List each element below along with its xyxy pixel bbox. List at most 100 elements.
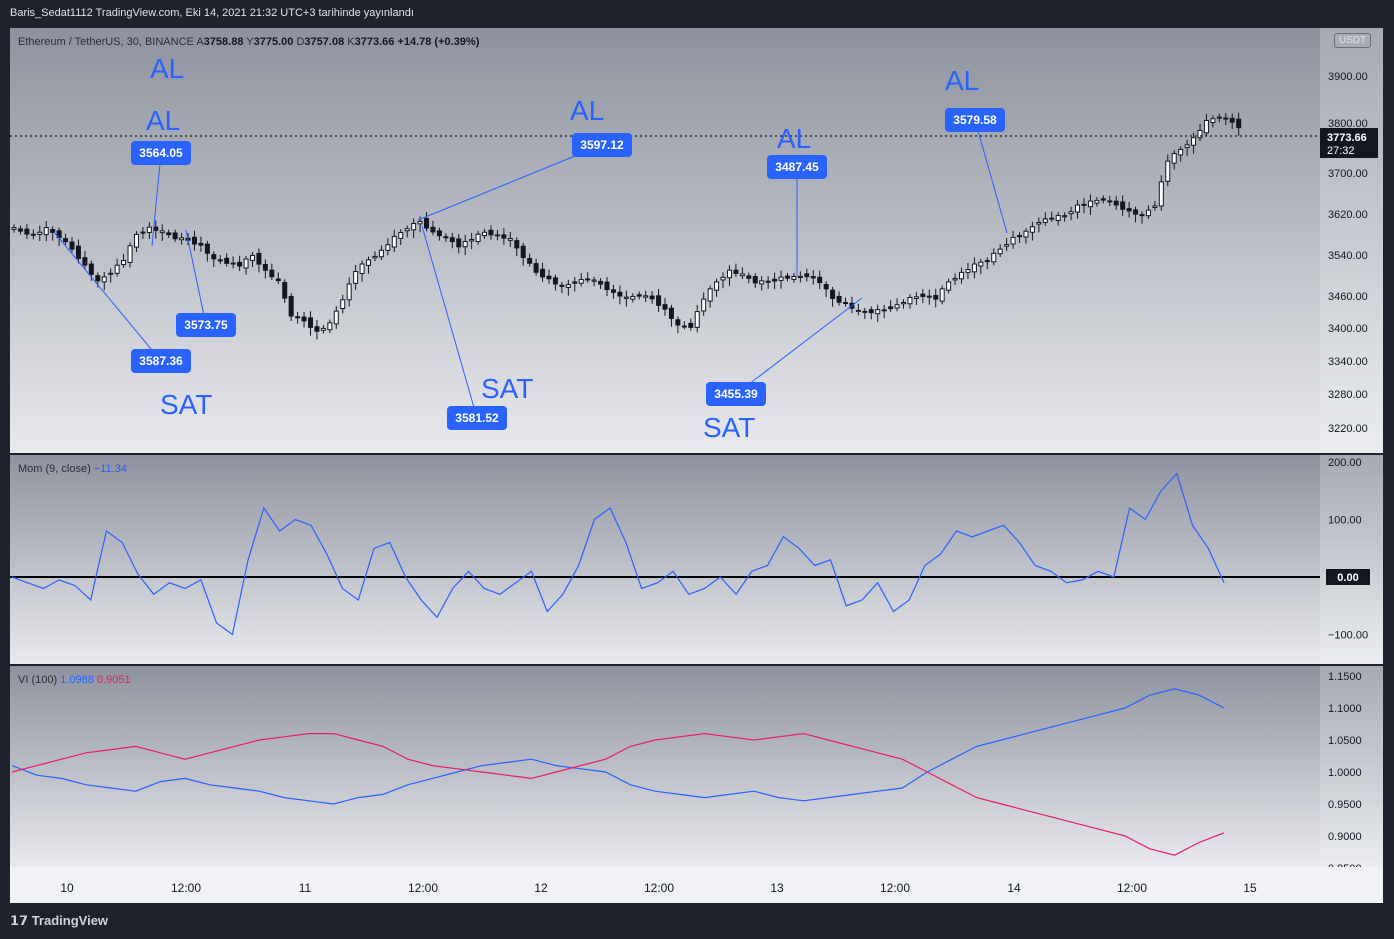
candle-body (746, 275, 752, 279)
candle-body (984, 260, 990, 263)
candle-body (572, 281, 578, 284)
signal-word: SAT (481, 373, 533, 404)
price-legend: Ethereum / TetherUS, 30, BINANCE A3758.8… (18, 36, 479, 48)
pane-separator[interactable] (10, 453, 1383, 455)
candle-body (842, 302, 848, 305)
time-tick-label: 12:00 (407, 881, 439, 895)
price-label-box (447, 406, 507, 430)
price-label-box (572, 133, 632, 157)
vortex-pane[interactable]: 1.1500 1.1000 1.0500 1.0000 0.9500 0.9000 0.85… (10, 666, 1383, 867)
price-label-text: 3597.12 (580, 138, 624, 152)
time-tick-label: 12:00 (170, 881, 202, 895)
change-value: +14.78 (+0.39%) (397, 36, 480, 48)
candle-body (1145, 209, 1151, 217)
vortex-legend: VI (100) 1.0988 0.9051 (18, 674, 131, 686)
candle-body (694, 311, 700, 328)
candle-body (262, 263, 268, 271)
candle-body (1120, 201, 1126, 210)
candle-body (494, 234, 500, 237)
candle-body (520, 245, 526, 259)
vi-plus-line (11, 688, 1225, 805)
currency-badge[interactable]: USDT (1334, 33, 1372, 48)
vi-tick-label: 1.0500 (1328, 735, 1362, 747)
candle-body (456, 238, 462, 248)
momentum-pane[interactable]: 200.00 100.00 −100.00 0.00 Mom (9, close) −… (10, 455, 1383, 664)
candle-body (217, 259, 223, 262)
candle-body (249, 254, 255, 261)
price-label-text: 3487.45 (775, 160, 819, 174)
candle-body (82, 257, 88, 266)
vi-plus-value: 1.0988 (60, 674, 94, 686)
time-tick-label: 15 (1243, 881, 1257, 895)
price-axis-bg (1320, 28, 1383, 453)
candle-body (559, 284, 565, 287)
candle-body (656, 295, 662, 306)
candle-body (1087, 200, 1093, 208)
signal-word: SAT (703, 412, 755, 443)
candle-body (959, 271, 965, 280)
signal-word: AL (777, 123, 811, 154)
high-value: 3775.00 (253, 36, 294, 48)
signal-word: AL (150, 53, 184, 84)
last-price-value: 3773.66 (1327, 132, 1367, 144)
price-label-text: 3587.36 (139, 354, 183, 368)
candle-body (230, 262, 236, 265)
candle-body (75, 245, 81, 259)
price-pane[interactable]: 3900.00 3800.00 3700.00 3620.00 3540.00 3460.… (10, 28, 1383, 453)
candle-body (868, 309, 874, 314)
candle-body (971, 263, 977, 273)
chart-frame[interactable]: 3900.00 3800.00 3700.00 3620.00 3540.00 3460.… (10, 28, 1383, 903)
candle-body (30, 233, 36, 236)
time-axis[interactable]: 10 12:00 11 12:00 12 12:00 13 12:00 14 12:00 15 (10, 867, 1383, 903)
price-chart-svg[interactable]: 3900.00 3800.00 3700.00 3620.00 3540.00 3460.… (10, 28, 1383, 453)
candle-body (533, 263, 539, 273)
candle-body (978, 261, 984, 267)
candle-body (804, 273, 810, 278)
candle-body (662, 304, 668, 310)
time-tick-label: 12 (534, 881, 548, 895)
price-label-box (706, 382, 766, 406)
candle-body (623, 296, 629, 299)
candle-body (900, 301, 906, 305)
candle-body (578, 279, 584, 284)
candle-body (952, 277, 958, 281)
mom-tick-label: 200.00 (1328, 457, 1362, 469)
time-tick-label: 11 (298, 881, 312, 895)
candle-body (411, 223, 417, 231)
tradingview-brand[interactable]: 𝟭𝟳 TradingView (10, 913, 108, 929)
candle-body (50, 229, 56, 233)
candle-body (204, 243, 210, 254)
momentum-chart-svg[interactable]: 200.00 100.00 −100.00 0.00 (10, 455, 1383, 664)
candle-body (372, 255, 378, 259)
candle-body (172, 232, 178, 240)
candle-body (752, 276, 758, 284)
candle-body (301, 316, 307, 322)
candle-body (1023, 230, 1029, 238)
candle-body (797, 275, 803, 278)
candle-body (1062, 215, 1068, 218)
time-tick-label: 12:00 (879, 881, 911, 895)
candle-body (1203, 120, 1209, 134)
candle-body (830, 289, 836, 299)
open-value: 3758.88 (203, 36, 244, 48)
candle-body (1049, 217, 1055, 220)
price-label-text: 3564.05 (139, 146, 183, 160)
time-tick-label: 12:00 (643, 881, 675, 895)
candle-body (668, 307, 674, 319)
symbol-name: Ethereum / TetherUS, 30, BINANCE (18, 36, 194, 48)
pane-separator[interactable] (10, 664, 1383, 666)
candle-body (784, 275, 790, 279)
candle-body (817, 276, 823, 284)
candle-body (514, 240, 520, 249)
candle-body (707, 288, 713, 302)
candle-body (527, 257, 533, 264)
candle-body (1029, 226, 1035, 233)
price-label-text: 3455.39 (714, 387, 758, 401)
vortex-chart-svg[interactable]: 1.1500 1.1000 1.0500 1.0000 0.9500 0.9000 0.85… (10, 666, 1383, 867)
signal-word: AL (146, 105, 180, 136)
candle-body (920, 293, 926, 297)
candle-body (991, 252, 997, 263)
candle-body (733, 269, 739, 274)
candle-body (398, 231, 404, 239)
time-tick-label: 13 (770, 881, 784, 895)
